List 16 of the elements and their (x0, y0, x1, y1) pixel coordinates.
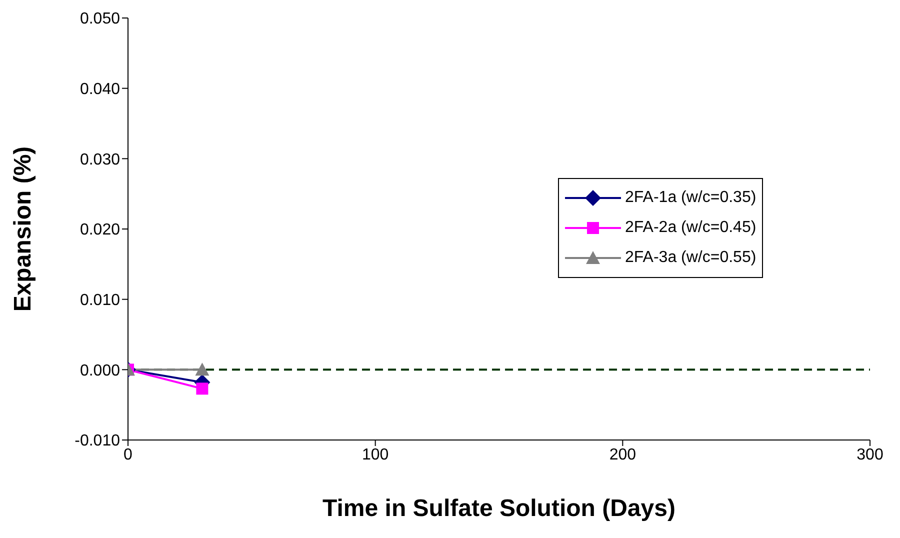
legend-label: 2FA-3a (w/c=0.55) (625, 249, 756, 267)
y-tick-label: 0.030 (80, 151, 120, 168)
x-tick-label: 100 (362, 446, 389, 464)
x-tick-label: 300 (856, 446, 884, 464)
x-tick-label: 0 (124, 446, 133, 464)
y-tick-label: 0.020 (80, 222, 120, 239)
legend-label: 2FA-2a (w/c=0.45) (625, 219, 756, 237)
legend-label: 2FA-1a (w/c=0.35) (625, 189, 756, 207)
x-axis-title: Time in Sulfate Solution (Days) (322, 495, 676, 522)
y-tick-label: 0.010 (80, 292, 120, 310)
y-tick-label: -0.010 (74, 432, 120, 450)
y-tick-label: 0.040 (80, 81, 120, 98)
y-axis-title: Expansion (%) (10, 146, 37, 312)
x-tick-label: 200 (609, 446, 636, 464)
y-tick-label: 0.050 (80, 10, 120, 28)
y-tick-label: 0.000 (80, 362, 120, 380)
